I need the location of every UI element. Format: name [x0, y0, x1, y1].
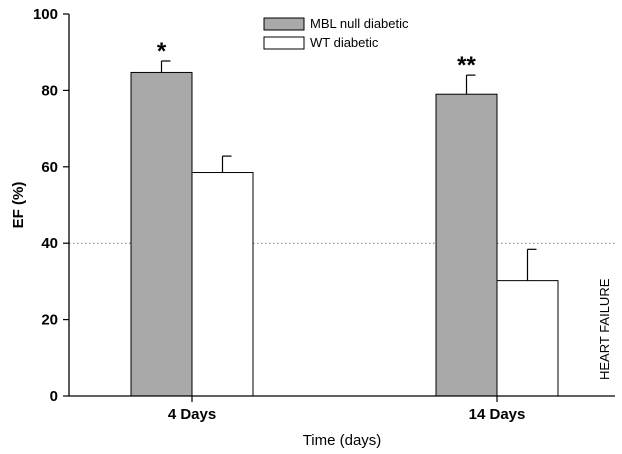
x-ticks-layer [191, 396, 498, 402]
significance-marker-4-days: * [157, 38, 167, 65]
y-axis-title: EF (%) [10, 182, 27, 229]
category-label-4-days: 4 Days [168, 406, 216, 423]
annotations-layer: * ** [157, 38, 477, 79]
y-ticks-layer: 0 20 40 60 80 100 [33, 6, 69, 405]
x-axis-title: Time (days) [303, 432, 382, 449]
bar-1-1 [496, 280, 559, 397]
bars-layer [130, 71, 559, 397]
y-tick-label: 0 [50, 388, 58, 405]
bar-0-0 [130, 71, 193, 397]
y-tick-label: 60 [41, 159, 58, 176]
significance-marker-14-days: ** [457, 52, 476, 79]
category-label-14-days: 14 Days [469, 406, 526, 423]
y-tick-label: 100 [33, 6, 58, 23]
legend-swatch-wt-diabetic [263, 36, 305, 50]
error-bars-layer [160, 60, 537, 281]
bar-1-0 [435, 93, 498, 397]
legend-label-mbl-null-diabetic: MBL null diabetic [310, 16, 409, 31]
legend-label-wt-diabetic: WT diabetic [310, 35, 379, 50]
heart-failure-label: HEART FAILURE [597, 278, 612, 380]
y-tick-label: 40 [41, 235, 58, 252]
y-tick-label: 20 [41, 312, 58, 329]
legend-swatch-mbl-null-diabetic [263, 17, 305, 31]
y-tick-label: 80 [41, 82, 58, 99]
bar-0-1 [191, 172, 254, 397]
legend: MBL null diabetic WT diabetic [263, 16, 409, 50]
